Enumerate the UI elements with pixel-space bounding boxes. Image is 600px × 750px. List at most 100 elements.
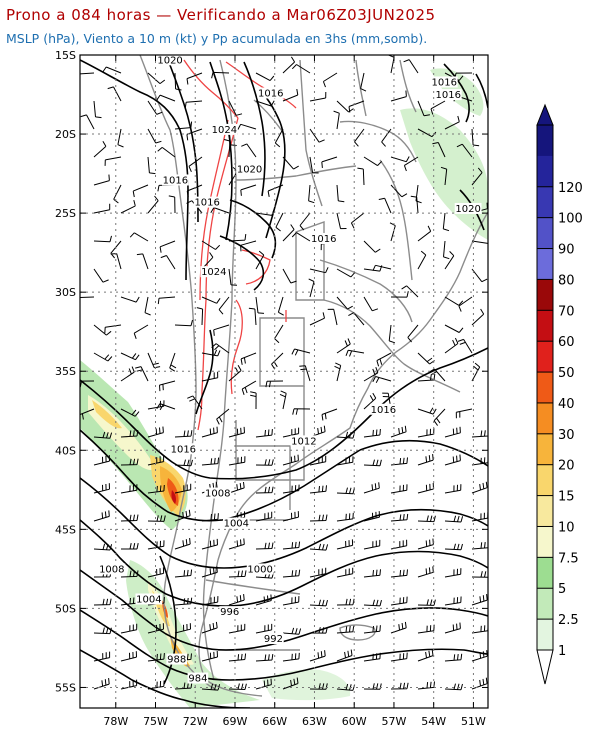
wind-barb xyxy=(228,594,245,606)
wind-barb xyxy=(363,539,381,550)
wind-barb xyxy=(336,683,356,691)
wind-barb xyxy=(80,72,95,75)
wind-barb xyxy=(210,207,230,214)
wind-barb xyxy=(201,296,221,304)
latitude-label: 30S xyxy=(55,286,76,299)
isobar-label: 984 xyxy=(188,674,207,685)
wind-barb xyxy=(201,621,218,634)
wind-barb xyxy=(407,324,419,343)
wind-barb xyxy=(201,349,221,357)
wind-barb xyxy=(390,682,409,690)
wind-barb xyxy=(201,513,219,522)
wind-barb xyxy=(255,623,273,634)
wind-barb xyxy=(363,156,383,167)
wind-barb xyxy=(417,482,434,494)
wind-barb xyxy=(282,596,300,606)
isobar-label-bg xyxy=(193,196,221,208)
wind-barb xyxy=(348,312,365,326)
isobar-label-bg xyxy=(161,174,189,186)
isobar-label: 1008 xyxy=(205,489,230,500)
wind-barb xyxy=(201,457,220,466)
map-subtitle: MSLP (hPa), Viento a 10 m (kt) y Pp acum… xyxy=(6,31,428,46)
wind-barb xyxy=(120,352,140,361)
latitude-label: 55S xyxy=(55,681,76,694)
wind-barb xyxy=(363,683,382,690)
wind-barb xyxy=(471,240,488,244)
longitude-label: 75W xyxy=(143,715,168,728)
isobar-label-bg xyxy=(222,517,250,529)
colorbar-label: 1 xyxy=(558,644,566,659)
colorbar-swatch xyxy=(537,341,553,373)
wind-barb xyxy=(390,652,408,662)
wind-barb xyxy=(471,677,488,690)
wind-barb xyxy=(147,156,156,175)
wind-barb xyxy=(390,621,407,634)
wind-barb xyxy=(363,459,382,467)
wind-barb xyxy=(93,455,110,466)
colorbar-label: 15 xyxy=(558,490,575,505)
wind-barb xyxy=(201,538,218,550)
isobar-label: 1024 xyxy=(201,267,226,278)
wind-barb xyxy=(147,128,162,144)
latitude-label: 50S xyxy=(55,602,76,615)
wind-barb xyxy=(228,538,245,550)
wind-barb xyxy=(120,296,140,303)
wind-barb xyxy=(444,543,463,551)
isobar-label: 1016 xyxy=(311,234,336,245)
wind-barb xyxy=(336,539,354,550)
wind-barb xyxy=(417,250,427,270)
wind-barb xyxy=(169,352,177,372)
wind-barb xyxy=(120,199,136,214)
wind-barb xyxy=(174,483,192,494)
wind-barb xyxy=(336,456,354,466)
wind-barb xyxy=(471,650,488,662)
wind-barb xyxy=(159,380,176,392)
colorbar-swatch xyxy=(537,217,553,249)
wind-barb xyxy=(471,571,488,578)
colorbar-label: 80 xyxy=(558,273,575,288)
colorbar-label: 60 xyxy=(558,335,575,350)
latitude-label: 35S xyxy=(55,365,76,378)
wind-barb xyxy=(388,324,396,344)
latitude-label: 45S xyxy=(55,523,76,536)
wind-barb xyxy=(282,56,296,74)
wind-barb xyxy=(345,349,365,357)
colorbar-label: 20 xyxy=(558,459,575,474)
isobar-label: 1008 xyxy=(99,564,124,575)
wind-barb xyxy=(255,654,274,662)
wind-barb xyxy=(228,365,242,382)
wind-barb xyxy=(456,143,473,158)
colorbar-label: 90 xyxy=(558,243,575,258)
wind-barb xyxy=(390,569,408,578)
wind-barb xyxy=(147,515,166,522)
wind-barb xyxy=(292,408,311,415)
wind-barb xyxy=(444,484,462,494)
wind-barb xyxy=(363,511,380,522)
colorbar-label: 50 xyxy=(558,366,575,381)
wind-barb xyxy=(93,627,112,635)
isobar-label: 992 xyxy=(264,634,283,645)
wind-barb xyxy=(201,426,218,438)
isobar-label-bg xyxy=(246,563,274,575)
isobar-label: 1012 xyxy=(291,436,316,447)
isobar-label-bg xyxy=(454,202,482,214)
isobar-label-bg xyxy=(135,593,163,605)
wind-barb xyxy=(282,677,299,690)
wind-barb xyxy=(120,408,140,417)
wind-barb xyxy=(228,268,238,286)
wind-barb xyxy=(188,156,203,172)
isobar-label-bg xyxy=(98,563,126,575)
colorbar-swatch xyxy=(537,588,553,620)
wind-barb xyxy=(240,184,257,196)
wind-barb xyxy=(308,184,315,204)
coastline xyxy=(198,211,488,697)
wind-barb xyxy=(265,380,284,388)
wind-barb xyxy=(336,649,353,662)
wind-barb xyxy=(363,296,379,312)
wind-barb xyxy=(120,484,138,494)
wind-barb xyxy=(372,264,392,271)
isobar-label-bg xyxy=(219,606,240,618)
wind-barb xyxy=(117,128,124,148)
wind-barb xyxy=(309,128,325,143)
